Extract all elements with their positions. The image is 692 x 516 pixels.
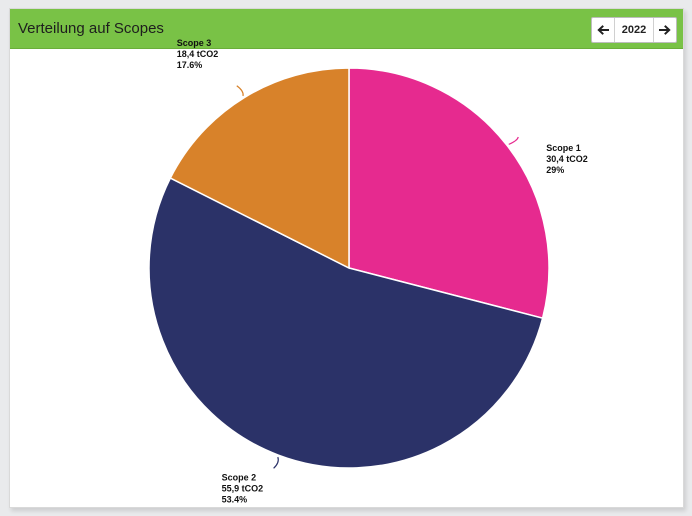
pie-label-percent: 29% <box>546 165 564 175</box>
year-value: 2022 <box>621 24 647 36</box>
pie-label-value: 18,4 tCO2 <box>177 49 219 59</box>
pie-label-value: 30,4 tCO2 <box>546 154 588 164</box>
pie-label-name: Scope 1 <box>546 143 581 153</box>
pie-label-percent: 17.6% <box>177 60 203 70</box>
pie-label-name: Scope 3 <box>177 38 212 48</box>
arrow-left-icon <box>597 25 609 35</box>
card-title: Verteilung auf Scopes <box>18 20 164 37</box>
year-selector: 2022 <box>591 17 677 43</box>
pie-leader-line <box>273 456 279 469</box>
arrow-right-icon <box>659 25 671 35</box>
pie-slice-scope-3[interactable] <box>169 67 350 270</box>
next-year-button[interactable] <box>653 18 676 42</box>
pie-slice-scope-1[interactable] <box>348 67 550 320</box>
pie-label-percent: 53.4% <box>222 494 248 504</box>
pie-leader-line <box>508 136 519 145</box>
card-header: Verteilung auf Scopes 2022 <box>10 9 683 49</box>
scope-distribution-card: Verteilung auf Scopes 2022 Scope 1 30,4 t… <box>9 8 684 508</box>
pie-label-name: Scope 2 <box>222 472 257 482</box>
pie-leader-line <box>236 85 244 97</box>
pie-slice-scope-2[interactable] <box>148 177 544 469</box>
previous-year-button[interactable] <box>592 18 615 42</box>
pie-label-value: 55,9 tCO2 <box>222 483 264 493</box>
